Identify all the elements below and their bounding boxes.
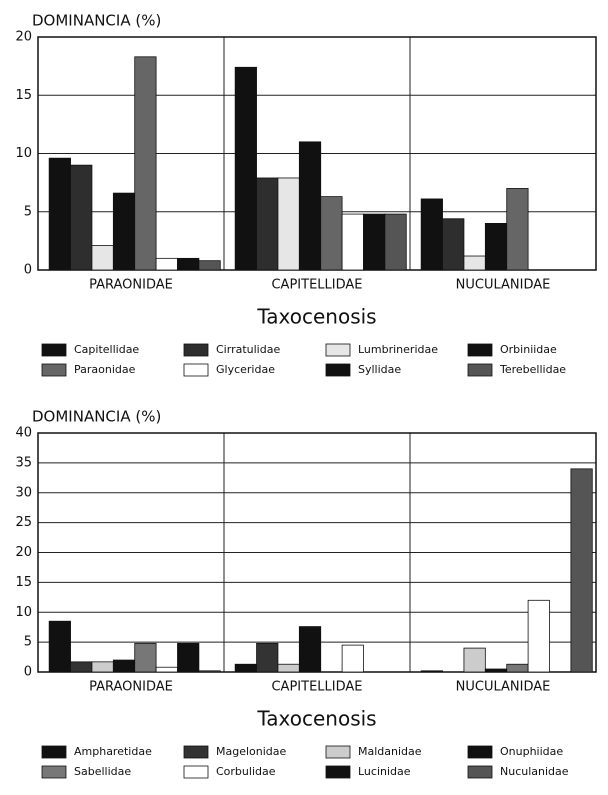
bar xyxy=(91,661,114,673)
y-tick-label: 0 xyxy=(24,665,32,680)
legend-label: Onuphiidae xyxy=(500,745,563,758)
bar xyxy=(442,218,465,271)
bar xyxy=(48,620,71,673)
y-axis-title: DOMINANCIA (%) xyxy=(32,408,161,426)
bar xyxy=(484,222,508,271)
bar xyxy=(155,257,178,271)
legend-label: Syllidae xyxy=(358,363,401,376)
bar xyxy=(198,260,221,271)
bar xyxy=(298,626,322,673)
legend-swatch xyxy=(41,745,67,759)
y-tick-label: 0 xyxy=(24,263,32,278)
legend-swatch xyxy=(467,765,493,779)
y-tick-label: 5 xyxy=(24,635,32,650)
y-tick-label: 10 xyxy=(15,146,32,161)
bar xyxy=(70,164,93,271)
bar xyxy=(112,659,136,673)
bar xyxy=(298,141,322,271)
bar xyxy=(198,670,221,673)
legend-label: Lumbrineridae xyxy=(358,343,438,356)
legend-swatch xyxy=(41,343,67,357)
legend-label: Orbiniidae xyxy=(500,343,557,356)
x-axis-title: Taxocenosis xyxy=(256,707,376,731)
y-tick-label: 40 xyxy=(15,426,32,441)
y-axis-title: DOMINANCIA (%) xyxy=(32,12,161,30)
bar xyxy=(341,213,364,271)
y-tick-label: 10 xyxy=(15,605,32,620)
x-tick-label: NUCULANIDAE xyxy=(456,680,551,695)
y-tick-label: 5 xyxy=(24,204,32,219)
legend-label: Glyceridae xyxy=(216,363,275,376)
bar xyxy=(91,245,114,271)
x-tick-label: PARAONIDAE xyxy=(89,278,173,293)
x-tick-label: CAPITELLIDAE xyxy=(271,278,362,293)
legend-label: Nuculanidae xyxy=(500,765,569,778)
legend-label: Magelonidae xyxy=(216,745,287,758)
bar xyxy=(112,192,136,271)
legend-swatch xyxy=(325,745,351,759)
x-tick-label: PARAONIDAE xyxy=(89,680,173,695)
legend-label: Sabellidae xyxy=(74,765,131,778)
bar xyxy=(256,177,279,271)
bar xyxy=(484,668,508,673)
bar xyxy=(177,642,200,673)
bar xyxy=(463,255,486,271)
bar xyxy=(341,644,364,673)
legend-label: Cirratulidae xyxy=(216,343,280,356)
bar xyxy=(420,198,443,271)
legend-swatch xyxy=(183,363,209,377)
legend-swatch xyxy=(467,745,493,759)
bar xyxy=(256,642,279,673)
y-tick-label: 20 xyxy=(15,545,32,560)
bar xyxy=(277,663,300,673)
legend-label: Paraonidae xyxy=(74,363,136,376)
bar xyxy=(384,213,407,271)
legend-label: Lucinidae xyxy=(358,765,411,778)
legend-swatch xyxy=(325,343,351,357)
bar xyxy=(155,666,178,673)
bar xyxy=(463,647,486,673)
legend-swatch xyxy=(325,765,351,779)
bar xyxy=(506,188,529,271)
legend-swatch xyxy=(467,343,493,357)
legend-swatch xyxy=(41,363,67,377)
y-tick-label: 15 xyxy=(15,575,32,590)
bar xyxy=(70,661,93,673)
x-tick-label: NUCULANIDAE xyxy=(456,278,551,293)
bar xyxy=(277,177,300,271)
y-tick-label: 15 xyxy=(15,88,32,103)
bar xyxy=(320,196,343,271)
bar xyxy=(527,599,550,673)
legend-swatch xyxy=(325,363,351,377)
bar xyxy=(134,642,157,673)
x-axis-title: Taxocenosis xyxy=(256,305,376,329)
legend-swatch xyxy=(183,765,209,779)
bar xyxy=(363,213,386,271)
bar xyxy=(177,257,200,271)
bar xyxy=(134,56,157,271)
legend-label: Capitellidae xyxy=(74,343,139,356)
bar xyxy=(48,157,71,271)
bar xyxy=(234,663,257,673)
y-tick-label: 25 xyxy=(15,515,32,530)
legend-label: Ampharetidae xyxy=(74,745,152,758)
x-tick-label: CAPITELLIDAE xyxy=(271,680,362,695)
y-tick-label: 35 xyxy=(15,455,32,470)
legend-label: Terebellidae xyxy=(499,363,566,376)
legend-label: Corbulidae xyxy=(216,765,276,778)
bar xyxy=(506,663,529,673)
y-tick-label: 20 xyxy=(15,30,32,45)
legend-swatch xyxy=(41,765,67,779)
legend-swatch xyxy=(183,745,209,759)
bar xyxy=(570,468,593,673)
legend-label: Maldanidae xyxy=(358,745,422,758)
legend-swatch xyxy=(467,363,493,377)
bar xyxy=(420,670,443,673)
y-tick-label: 30 xyxy=(15,485,32,500)
bar xyxy=(234,66,257,271)
legend-swatch xyxy=(183,343,209,357)
